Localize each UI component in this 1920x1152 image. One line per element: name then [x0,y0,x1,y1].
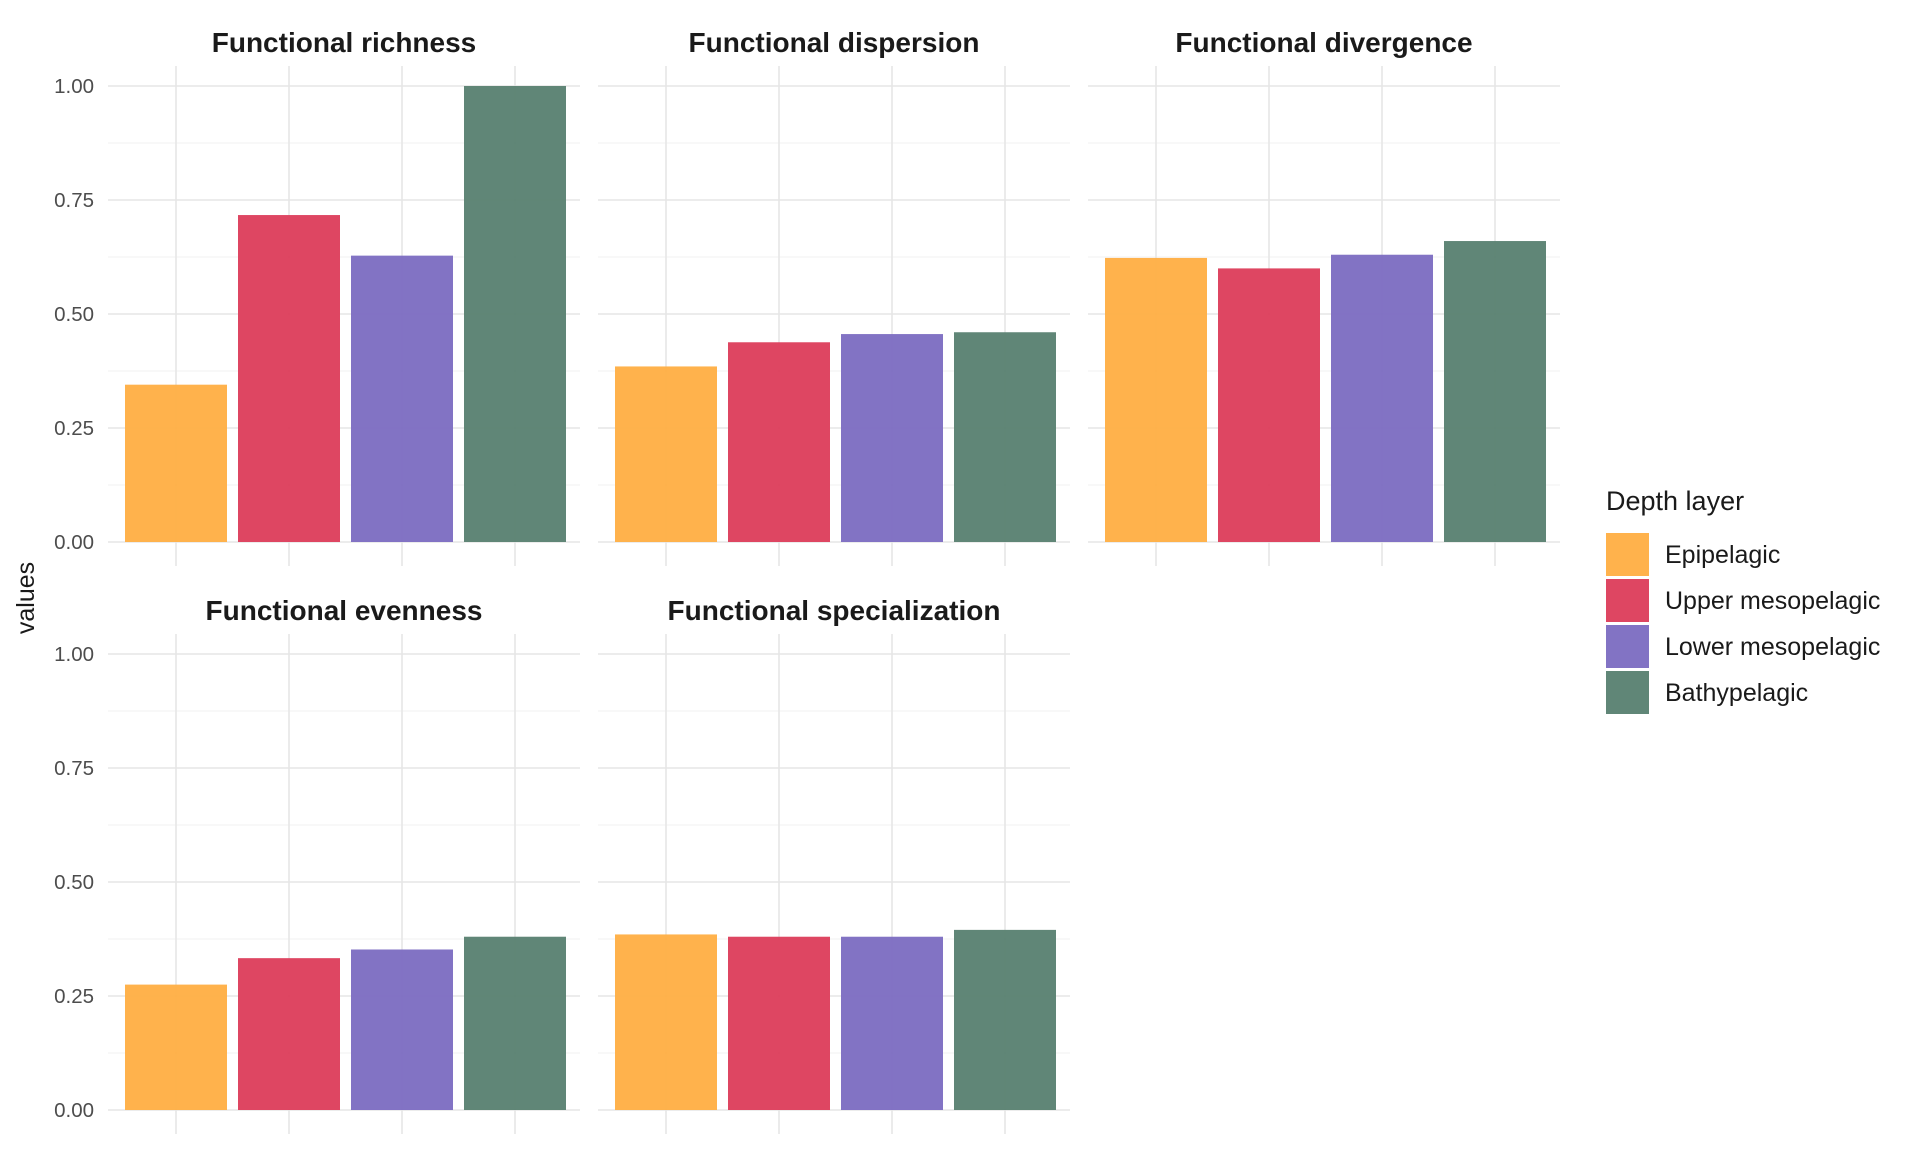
legend-item: Upper mesopelagic [1606,579,1880,622]
bar-lower-mesopelagic [351,949,453,1110]
facet-title: Functional dispersion [689,27,980,58]
y-tick-label: 0.75 [54,757,94,780]
bar-bathypelagic [1444,241,1546,543]
y-tick-label: 0.25 [54,985,94,1008]
y-tick-label: 0.25 [54,417,94,440]
bar-bathypelagic [954,332,1056,542]
y-tick-label: 0.00 [54,1099,94,1122]
legend-swatch [1606,625,1649,668]
facet-title: Functional divergence [1175,27,1472,58]
facet-panel: Functional dispersion [598,27,1070,566]
legend-swatch [1606,533,1649,576]
facet-title: Functional richness [212,27,477,58]
legend-item: Epipelagic [1606,533,1780,576]
bar-lower-mesopelagic [1331,254,1433,542]
legend: Depth layer Epipelagic Upper mesopelagic L… [1606,486,1880,714]
bar-lower-mesopelagic [841,936,943,1110]
facet-panel: Functional richness 0.00 0.25 0.50 0.75 1.00 [54,27,580,566]
bar-upper-mesopelagic [728,936,830,1110]
legend-title: Depth layer [1606,486,1744,516]
y-tick-label: 1.00 [54,75,94,98]
facet-panel: Functional evenness 0.00 0.25 0.50 0.75 1.00 [54,595,580,1134]
y-tick-label: 0.00 [54,531,94,554]
bar-upper-mesopelagic [238,958,340,1110]
bar-epipelagic [125,384,227,542]
bar-epipelagic [615,366,717,542]
y-tick-label: 1.00 [54,643,94,666]
facet-panel: Functional specialization [598,595,1070,1134]
bar-lower-mesopelagic [841,334,943,542]
legend-label: Upper mesopelagic [1665,587,1880,615]
legend-label: Epipelagic [1665,541,1780,569]
y-axis-title: values [12,562,40,634]
bar-bathypelagic [464,936,566,1110]
y-tick-label: 0.50 [54,871,94,894]
bar-bathypelagic [954,929,1056,1110]
y-tick-label: 0.50 [54,303,94,326]
bar-epipelagic [125,984,227,1110]
facet-panels: Functional richness0.000.250.500.751.00F… [54,27,1560,1134]
facet-panel: Functional divergence [1088,27,1560,566]
facet-title: Functional specialization [668,595,1001,626]
legend-item: Bathypelagic [1606,671,1808,714]
legend-swatch [1606,671,1649,714]
bar-upper-mesopelagic [238,215,340,542]
bar-epipelagic [1105,257,1207,542]
bar-upper-mesopelagic [1218,268,1320,542]
legend-label: Lower mesopelagic [1665,633,1880,661]
legend-label: Bathypelagic [1665,679,1808,707]
bar-epipelagic [615,934,717,1110]
y-tick-label: 0.75 [54,189,94,212]
legend-swatch [1606,579,1649,622]
bar-upper-mesopelagic [728,342,830,542]
facet-title: Functional evenness [206,595,483,626]
bar-lower-mesopelagic [351,255,453,542]
legend-item: Lower mesopelagic [1606,625,1880,668]
bar-bathypelagic [464,86,566,542]
